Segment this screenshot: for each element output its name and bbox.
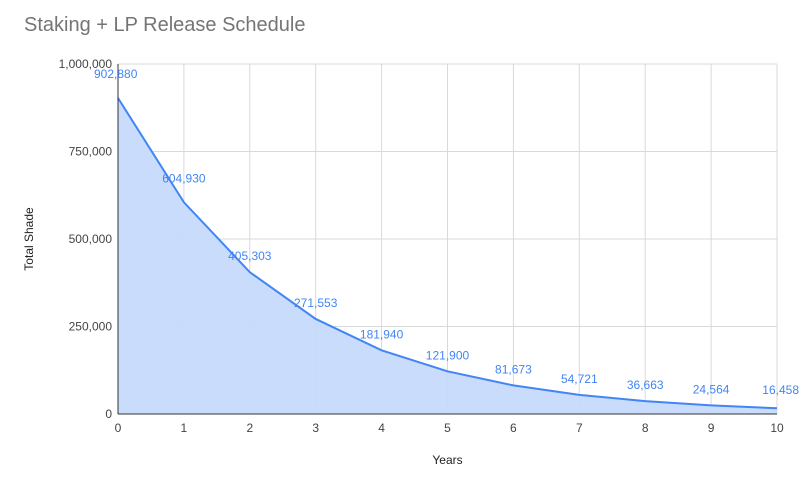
y-tick-label: 500,000 [69, 232, 113, 246]
data-labels: 902,880 604,930 405,303 271,553 181,940 121,9… [94, 67, 799, 397]
data-label: 405,303 [228, 249, 272, 263]
x-tick-label: 10 [770, 421, 784, 435]
data-label: 604,930 [162, 171, 206, 185]
data-label: 54,721 [561, 372, 598, 386]
x-tick-label: 1 [181, 421, 188, 435]
x-tick-label: 3 [312, 421, 319, 435]
y-tick-label: 750,000 [69, 145, 113, 159]
x-tick-label: 5 [444, 421, 451, 435]
data-label: 24,564 [693, 382, 730, 396]
data-label: 16,458 [762, 383, 799, 397]
x-tick-label: 0 [115, 421, 122, 435]
x-tick-label: 6 [510, 421, 517, 435]
chart-title: Staking + LP Release Schedule [24, 14, 306, 36]
data-label: 121,900 [426, 348, 470, 362]
y-tick-label: 0 [105, 407, 112, 421]
axes: 0 250,000 500,000 750,000 1,000,000 0 1 2 3 4 5 6 7 8… [59, 57, 784, 435]
grid-lines [118, 63, 778, 414]
y-tick-label: 1,000,000 [59, 57, 113, 71]
x-axis-title: Years [432, 453, 462, 467]
x-tick-label: 2 [246, 421, 253, 435]
data-label: 271,553 [294, 296, 338, 310]
y-axis-title: Total Shade [22, 207, 36, 271]
x-tick-label: 8 [642, 421, 649, 435]
data-label: 36,663 [627, 378, 664, 392]
x-tick-label: 9 [708, 421, 715, 435]
data-label: 181,940 [360, 327, 404, 341]
x-tick-label: 7 [576, 421, 583, 435]
series-line [117, 97, 778, 410]
data-label: 81,673 [495, 362, 532, 376]
area-fill [118, 97, 777, 414]
area-series [117, 97, 778, 414]
y-tick-label: 250,000 [69, 320, 113, 334]
x-tick-label: 4 [378, 421, 385, 435]
data-label: 902,880 [94, 67, 138, 81]
